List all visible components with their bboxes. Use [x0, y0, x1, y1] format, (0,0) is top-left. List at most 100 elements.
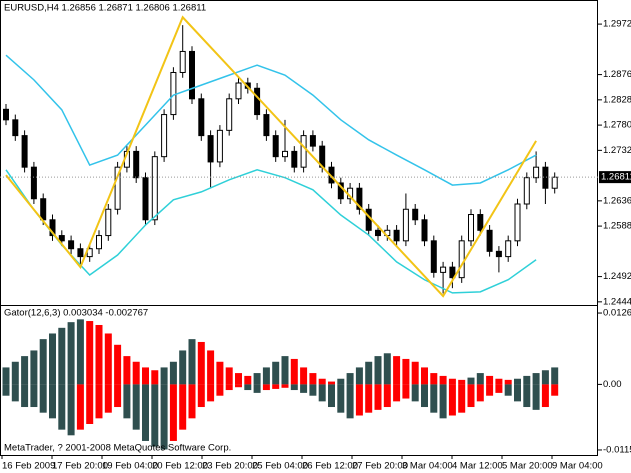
- gator-bar: [123, 356, 131, 385]
- candle-body: [96, 235, 102, 250]
- gator-bar: [328, 381, 335, 385]
- x-tick-label: 26 Feb 12:00: [302, 461, 358, 472]
- gator-bar: [86, 321, 94, 385]
- gator-bar: [95, 324, 103, 385]
- candle-body: [291, 150, 298, 168]
- candle-body: [161, 114, 168, 158]
- candle-body: [542, 166, 549, 189]
- x-tick-label: 19 Feb 04:00: [102, 461, 158, 472]
- gator-bar: [225, 367, 233, 385]
- y-tick-label: 1.27800: [603, 120, 631, 131]
- current-price-box: [599, 171, 631, 184]
- x-tick-label: 27 Feb 20:00: [352, 461, 408, 472]
- gator-bar: [114, 344, 122, 385]
- x-tick-label: 9 Mar 04:00: [552, 461, 603, 472]
- candle-body: [170, 71, 177, 116]
- footer: MetaTrader, ? 2001-2008 MetaQuotes Softw…: [4, 443, 231, 454]
- candle-body: [505, 240, 512, 258]
- candle-body: [477, 214, 484, 231]
- gator-bar: [216, 384, 224, 396]
- band-upper: [5, 54, 537, 186]
- gator-bar: [39, 384, 47, 413]
- gator-bar: [207, 384, 215, 402]
- y-tick-label: 1.27320: [603, 145, 631, 156]
- candle-body: [430, 240, 437, 273]
- gator-bar: [439, 375, 447, 385]
- current-price-label: 1.26811: [601, 172, 631, 183]
- candle-body: [21, 135, 28, 168]
- gator-bar: [495, 378, 503, 385]
- candle-body: [105, 208, 112, 237]
- gator-bar: [142, 384, 149, 441]
- gator-bar: [160, 384, 168, 450]
- candle-body: [12, 119, 19, 137]
- gator-bar: [393, 356, 401, 385]
- candle-body: [272, 135, 279, 158]
- candle-body: [68, 240, 75, 250]
- gator-bar: [365, 384, 373, 413]
- x-tick-label: 17 Feb 20:00: [52, 461, 108, 472]
- gator-bar: [169, 361, 177, 385]
- gator-bar: [355, 384, 363, 416]
- gator-bar: [11, 361, 19, 385]
- gator-bar: [514, 384, 521, 402]
- gator-bar: [467, 384, 475, 408]
- candle-body: [49, 219, 56, 237]
- gator-bar: [188, 339, 196, 385]
- candle-body: [337, 182, 344, 200]
- gator-bar: [281, 356, 289, 385]
- plot-frame: [0, 0, 598, 456]
- gator-bar: [495, 384, 503, 393]
- candle-body: [356, 187, 363, 210]
- gator-bar: [95, 384, 103, 419]
- gator-bar: [49, 333, 56, 385]
- gator-bar: [318, 384, 326, 402]
- gator-bar: [476, 384, 484, 402]
- gator-bar: [2, 384, 10, 396]
- gator-bar: [272, 384, 280, 389]
- candle-body: [226, 98, 233, 131]
- candle-body: [40, 198, 47, 221]
- y-tick-label: 0.00: [603, 379, 622, 390]
- gator-bar: [39, 339, 47, 385]
- candle-body: [514, 203, 521, 242]
- candle-body: [179, 50, 186, 73]
- band-lower: [5, 169, 537, 294]
- x-tick-label: 23 Feb 20:00: [202, 461, 258, 472]
- candle-body: [3, 108, 9, 121]
- gator-bar: [272, 361, 280, 385]
- gator-bar: [262, 367, 270, 385]
- gator-bar: [160, 367, 168, 385]
- gator-bar: [541, 384, 549, 408]
- candle-body: [449, 266, 456, 279]
- gator-bar: [76, 319, 84, 385]
- gator-bar: [21, 384, 29, 408]
- gator-bar: [216, 361, 224, 385]
- gator-bar: [58, 327, 66, 385]
- candle-body: [142, 177, 149, 221]
- gator-bar: [337, 384, 345, 413]
- candle-body: [216, 129, 223, 163]
- x-tick-label: 3 Mar 04:00: [402, 461, 453, 472]
- gator-bar: [235, 373, 242, 385]
- gator-bar: [346, 373, 354, 385]
- gator-bar: [225, 384, 233, 391]
- gator-bar: [188, 384, 196, 419]
- gator-bar: [374, 356, 382, 385]
- gator-bar: [30, 384, 38, 408]
- gator-bar: [49, 384, 56, 419]
- gator-bar: [504, 379, 512, 385]
- y-tick-label: 1.25880: [603, 221, 631, 232]
- candle-body: [440, 266, 447, 273]
- gator-bar: [458, 379, 466, 385]
- chart-title: EURUSD,H4 1.26856 1.26871 1.26806 1.2681…: [4, 3, 206, 14]
- gator-bar: [104, 384, 112, 413]
- candle-body: [254, 87, 261, 116]
- y-tick-label: 1.26360: [603, 195, 631, 206]
- gator-bar: [253, 373, 261, 385]
- gator-bar: [132, 384, 140, 430]
- gator-bar: [132, 361, 140, 385]
- gator-bar: [142, 367, 149, 385]
- x-tick-label: 5 Mar 20:00: [502, 461, 553, 472]
